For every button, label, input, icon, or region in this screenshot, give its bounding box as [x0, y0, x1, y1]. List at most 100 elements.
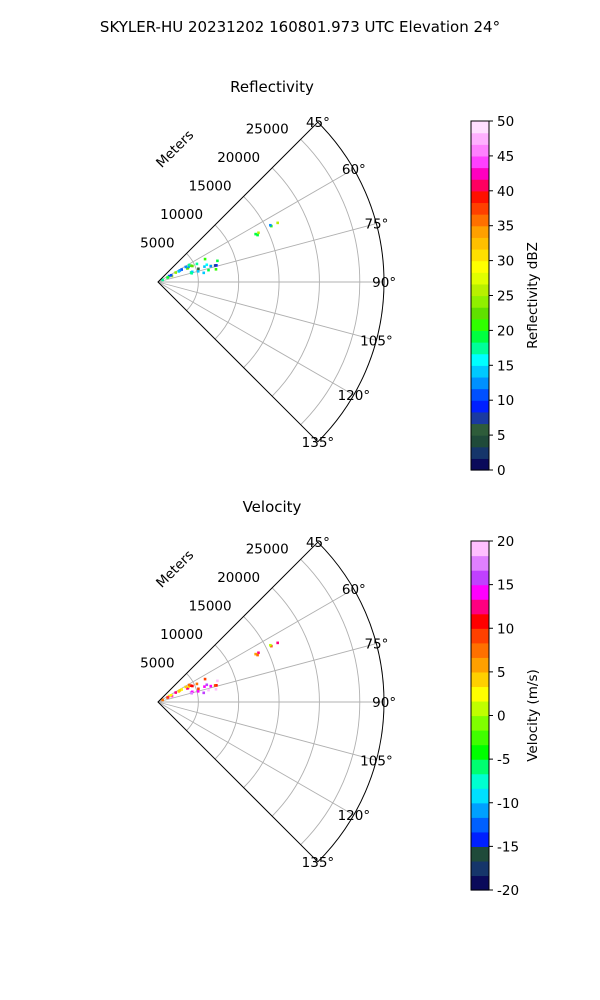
colorbar-label: Reflectivity dBZ: [525, 242, 541, 349]
colorbar-segment: [471, 155, 489, 169]
echo-gate: [203, 265, 206, 268]
colorbar-segment: [471, 613, 489, 629]
echo-gate: [161, 278, 164, 282]
colorbar-segment: [471, 411, 489, 425]
echo-gate: [276, 641, 279, 645]
colorbar-segment: [471, 831, 489, 847]
azimuth-gridline: [157, 281, 377, 341]
echo-gate: [276, 221, 279, 225]
colorbar-tick-label: 10: [497, 621, 514, 637]
colorbar-segment: [471, 817, 489, 833]
echo-gate: [203, 677, 207, 681]
colorbar-segment: [471, 555, 489, 571]
echo-gate: [197, 687, 200, 691]
azimuth-tick-label: 90°: [372, 695, 396, 711]
polar-frame: [157, 541, 385, 863]
colorbar-segment: [471, 423, 489, 436]
colorbar-label: Velocity (m/s): [525, 669, 541, 762]
echo-gate: [177, 690, 181, 693]
echo-gate: [166, 276, 169, 279]
echo-gate: [180, 688, 183, 691]
echo-gate: [190, 691, 193, 695]
colorbar-segment: [471, 657, 489, 673]
echo-layer: [161, 641, 279, 702]
azimuth-gridline: [157, 281, 354, 396]
colorbar-tick-label: -15: [497, 839, 519, 855]
colorbar-tick-label: 15: [497, 358, 514, 374]
colorbar-segment: [471, 365, 489, 378]
colorbar-segment: [471, 307, 489, 320]
colorbar-segment: [471, 773, 489, 789]
colorbar-tick-label: -10: [497, 796, 519, 812]
echo-gate: [205, 263, 209, 267]
echo-gate: [203, 685, 206, 688]
echo-gate: [161, 698, 164, 702]
colorbar-segment: [471, 237, 489, 250]
echo-gate: [186, 687, 189, 690]
echo-gate: [213, 264, 217, 267]
colorbar-segment: [471, 730, 489, 746]
colorbar-tick-label: 15: [497, 578, 514, 594]
range-tick-label: 5000: [140, 655, 174, 671]
colorbar-segment: [471, 190, 489, 204]
panels: Reflectivity500010000150002000025000Mete…: [140, 78, 541, 899]
colorbar-segment: [471, 388, 489, 401]
colorbar-tick-label: 0: [497, 463, 506, 479]
echo-gate: [169, 273, 173, 277]
colorbar-segment: [471, 283, 489, 297]
colorbar-segment: [471, 875, 489, 891]
colorbar-segment: [471, 570, 489, 586]
colorbar-segment: [471, 318, 489, 331]
range-axis-label: Meters: [153, 547, 197, 591]
echo-gate: [213, 684, 217, 687]
echo-gate: [216, 259, 219, 263]
azimuth-tick-label: 75°: [364, 636, 388, 652]
echo-gate: [191, 264, 194, 268]
echo-gate: [190, 271, 193, 275]
colorbar-segment: [471, 715, 489, 731]
echo-gate: [187, 263, 191, 267]
echo-gate: [189, 264, 193, 267]
colorbar-segment: [471, 846, 489, 862]
azimuth-tick-label: 45°: [306, 535, 330, 551]
colorbar-segment: [471, 458, 489, 471]
echo-gate: [256, 653, 259, 657]
panel-reflectivity: Reflectivity 5000 10000 15000 20000 25000 Mete…: [140, 78, 541, 479]
polar-frame: [157, 121, 385, 443]
echo-gate: [187, 683, 191, 687]
echo-gate: [254, 652, 257, 656]
azimuth-tick-label: 105°: [360, 334, 393, 350]
colorbar-tick-label: 50: [497, 114, 514, 130]
echo-gate: [195, 262, 199, 266]
echo-gate: [256, 233, 259, 237]
azimuth-tick-label: 120°: [338, 808, 371, 824]
colorbar-segment: [471, 376, 489, 390]
colorbar-segment: [471, 642, 489, 658]
azimuth-tick-label: 60°: [342, 582, 366, 598]
colorbar-segment: [471, 700, 489, 717]
echo-gate: [269, 643, 272, 647]
colorbar-tick-label: 5: [497, 665, 506, 681]
azimuth-tick-label: 105°: [360, 754, 393, 770]
colorbar-tick-label: -5: [497, 752, 510, 768]
colorbar-segment: [471, 860, 489, 877]
azimuth-tick-label: 135°: [302, 855, 335, 871]
range-axis-label: Meters: [153, 127, 197, 171]
azimuth-tick-label: 90°: [372, 275, 396, 291]
colorbar-segment: [471, 202, 489, 215]
echo-gate: [254, 232, 257, 236]
colorbar-tick-label: -20: [497, 883, 519, 899]
colorbar-segment: [471, 584, 489, 600]
azimuth-gridline: [157, 701, 354, 816]
echo-gate: [216, 679, 219, 683]
azimuth-tick-label: 120°: [338, 388, 371, 404]
panel-velocity: Velocity 5000 10000 15000 20000 25000 Meters 45…: [140, 498, 541, 899]
echo-gate: [184, 265, 188, 269]
echo-gate: [169, 693, 173, 697]
azimuth-gridline: [157, 168, 354, 283]
echo-gate: [205, 683, 209, 687]
range-tick-label: 25000: [246, 121, 289, 137]
echo-gate: [207, 268, 210, 272]
colorbar-segment: [471, 446, 489, 459]
figure-suptitle: SKYLER-HU 20231202 160801.973 UTC Elevat…: [100, 18, 500, 36]
